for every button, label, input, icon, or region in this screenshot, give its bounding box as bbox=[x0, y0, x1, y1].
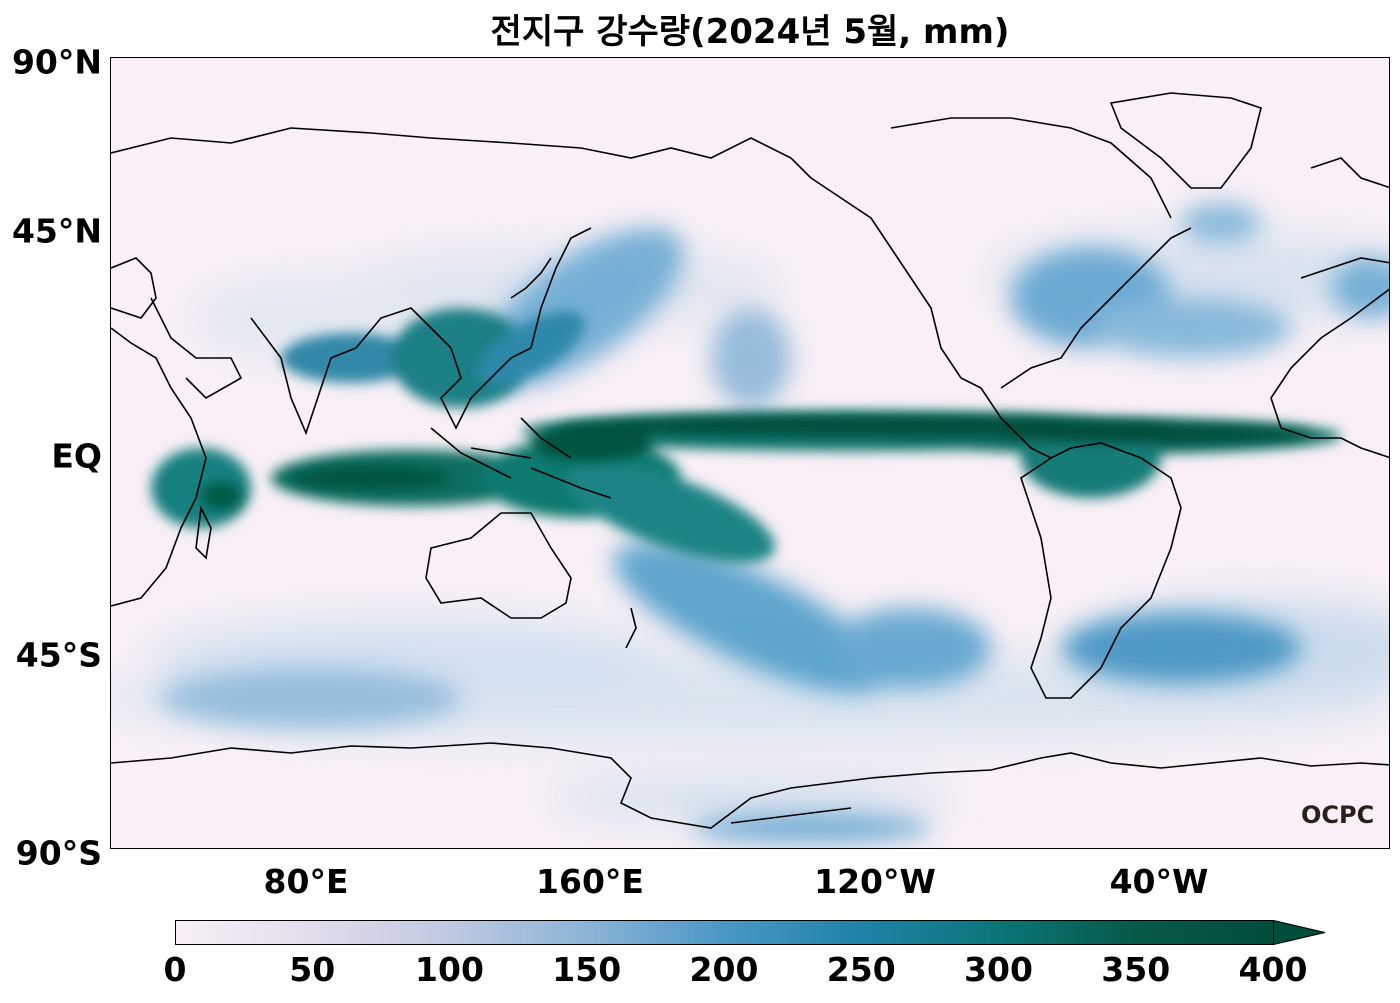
lon-label-120w: 120°W bbox=[814, 862, 936, 901]
lon-label-40w: 40°W bbox=[1109, 862, 1209, 901]
colorbar-gradient bbox=[175, 919, 1326, 946]
precipitation-map: OCPC bbox=[110, 57, 1390, 849]
colorbar-tick-label: 250 bbox=[826, 950, 896, 989]
colorbar-tick-label: 100 bbox=[415, 950, 484, 989]
colorbar-extend-arrow bbox=[1273, 919, 1326, 946]
colorbar-tick-label: 50 bbox=[289, 950, 336, 989]
lat-label-90s: 90°S bbox=[15, 833, 102, 873]
lon-label-80e: 80°E bbox=[263, 862, 349, 901]
lat-label-45s: 45°S bbox=[15, 635, 102, 675]
map-title: 전지구 강수량(2024년 5월, mm) bbox=[490, 12, 1010, 52]
colorbar-tick-label: 200 bbox=[689, 950, 759, 989]
colorbar bbox=[175, 919, 1335, 950]
lon-label-160e: 160°E bbox=[536, 862, 644, 901]
medium-precip-layer bbox=[161, 203, 1389, 842]
colorbar-bar bbox=[175, 920, 1274, 945]
lat-label-45n: 45°N bbox=[11, 211, 102, 251]
colorbar-tick-label: 150 bbox=[552, 950, 622, 989]
coastlines bbox=[111, 92, 1389, 829]
ocpc-logo: OCPC bbox=[1301, 801, 1374, 829]
colorbar-tick-label: 300 bbox=[964, 950, 1033, 989]
lat-label-90n: 90°N bbox=[11, 42, 102, 82]
extreme-precip-layer bbox=[201, 416, 1311, 510]
colorbar-tick-label: 350 bbox=[1101, 950, 1171, 989]
lat-label-eq: EQ bbox=[51, 436, 102, 476]
colorbar-tick-label: 400 bbox=[1238, 950, 1308, 989]
map-canvas: OCPC bbox=[111, 58, 1389, 848]
colorbar-tick-label: 0 bbox=[163, 950, 187, 989]
